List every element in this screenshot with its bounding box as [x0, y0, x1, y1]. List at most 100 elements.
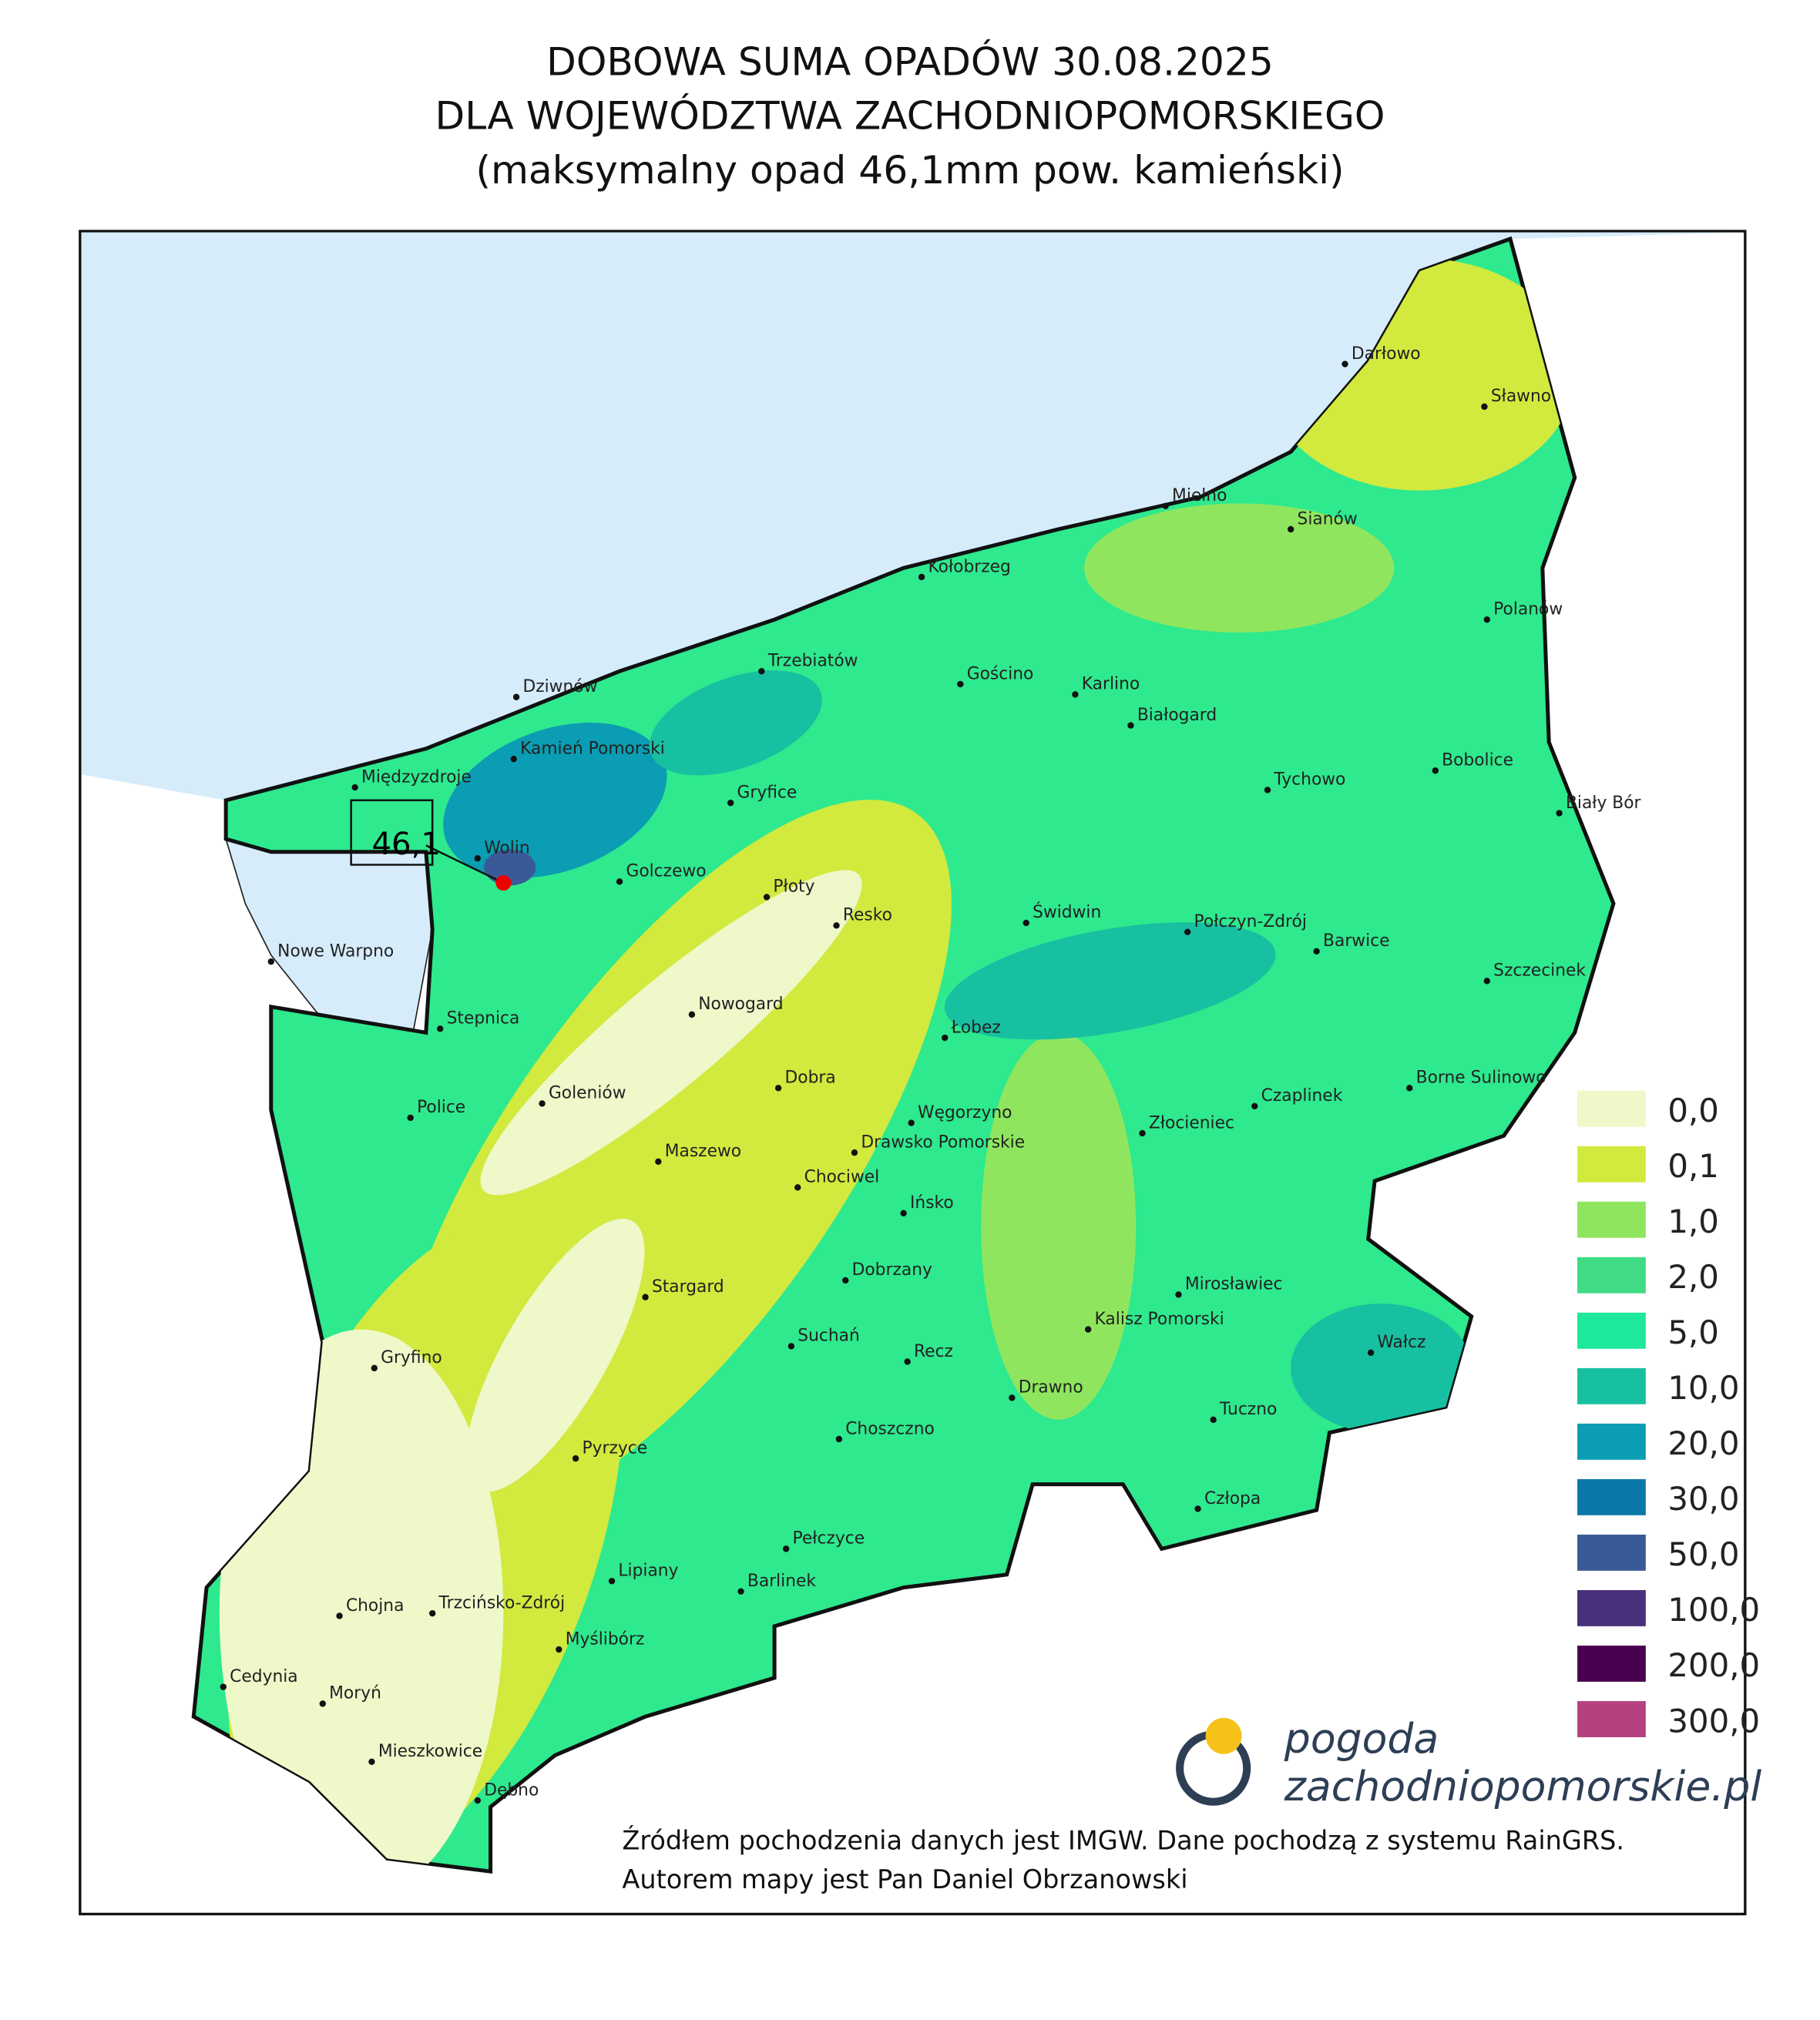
town-label: Białogard: [1137, 706, 1217, 725]
legend-label: 200,0: [1667, 1646, 1760, 1684]
town-dot: [1481, 403, 1488, 411]
town-dot: [512, 693, 520, 700]
town-label: Gryfino: [381, 1348, 442, 1367]
town-label: Ińsko: [910, 1193, 954, 1213]
town-label: Dobra: [785, 1069, 836, 1088]
town-label: Złocieniec: [1149, 1113, 1234, 1132]
town-label: Moryń: [329, 1684, 381, 1703]
legend-label: 5,0: [1667, 1314, 1719, 1351]
town-dot: [1367, 1349, 1375, 1356]
town-dot: [1127, 722, 1134, 729]
town-dot: [942, 1034, 949, 1042]
legend: 0,0 0,1 1,0 2,0 5,0 10,0 20,0 30,0 50,0 100,0 200,…: [1577, 1090, 1760, 1740]
legend-label: 300,0: [1667, 1702, 1760, 1740]
legend-swatch: [1577, 1312, 1646, 1349]
town-label: Międzyzdroje: [361, 767, 472, 787]
town-dot: [918, 573, 925, 581]
town-label: Człopa: [1204, 1489, 1261, 1508]
town-dot: [774, 1085, 782, 1092]
town-label: Trzcińsko-Zdrój: [438, 1593, 566, 1612]
town-dot: [1162, 502, 1169, 510]
town-dot: [474, 1797, 482, 1804]
town-dot: [727, 799, 734, 807]
max-label: 46,1: [371, 827, 440, 862]
town-dot: [794, 1184, 801, 1191]
town-dot: [220, 1683, 227, 1690]
town-label: Kamień Pomorski: [520, 739, 665, 758]
logo-sun: [1205, 1717, 1242, 1754]
town-dot: [474, 854, 482, 862]
town-label: Resko: [843, 906, 892, 925]
town-dot: [1072, 691, 1079, 698]
town-label: Mielno: [1172, 486, 1227, 505]
town-dot: [1556, 810, 1563, 817]
town-label: Suchań: [798, 1327, 860, 1346]
zone: [944, 922, 1276, 1040]
town-label: Drawno: [1019, 1378, 1083, 1398]
zone: [1084, 503, 1395, 633]
zone: [480, 870, 862, 1196]
town-label: Karlino: [1082, 675, 1140, 694]
town-dot: [1483, 616, 1490, 623]
legend-label: 20,0: [1667, 1424, 1739, 1462]
legend-label: 30,0: [1667, 1480, 1739, 1518]
town-label: Gościno: [967, 664, 1034, 683]
town-label: Wolin: [484, 838, 529, 857]
town-dot: [539, 1100, 546, 1107]
town-dot: [1313, 948, 1320, 955]
logo-text: pogoda: [1284, 1714, 1439, 1763]
towns: Darłowo Sławno Mielno Sianów Kołobrzeg Polanó…: [220, 344, 1641, 1804]
town-label: Dobrzany: [852, 1260, 932, 1280]
town-label: Cedynia: [230, 1667, 297, 1686]
legend-swatch: [1577, 1534, 1646, 1571]
town-label: Stepnica: [447, 1009, 520, 1028]
zone: [443, 723, 667, 878]
town-dot: [1194, 1505, 1201, 1512]
town-label: Chojna: [346, 1596, 404, 1616]
town-dot: [1341, 361, 1348, 367]
logo: pogoda zachodniopomorskie.pl: [1176, 1714, 1761, 1810]
town-dot: [1184, 928, 1191, 935]
town-dot: [351, 784, 358, 791]
town-label: Police: [417, 1098, 465, 1117]
town-dot: [655, 1158, 662, 1166]
town-dot: [371, 1364, 378, 1372]
town-dot: [833, 922, 840, 929]
town-dot: [1287, 525, 1294, 533]
town-dot: [737, 1588, 744, 1595]
town-label: Trzebiatów: [767, 652, 858, 671]
town-dot: [556, 1646, 562, 1653]
town-dot: [1432, 767, 1439, 774]
town-label: Kalisz Pomorski: [1095, 1310, 1224, 1329]
town-dot: [407, 1114, 414, 1122]
legend-label: 10,0: [1667, 1369, 1739, 1407]
legend-label: 0,1: [1667, 1147, 1719, 1185]
legend-swatch: [1577, 1257, 1646, 1294]
legend-swatch: [1577, 1478, 1646, 1515]
town-dot: [900, 1210, 907, 1217]
town-label: Gryfice: [737, 783, 798, 802]
town-label: Dziwnów: [522, 677, 597, 696]
town-label: Stargard: [652, 1277, 724, 1297]
max-point: [495, 874, 512, 891]
town-label: Maszewo: [665, 1142, 741, 1161]
title-line: DLA WOJEWÓDZTWA ZACHODNIOPOMORSKIEGO: [435, 93, 1385, 139]
legend-swatch: [1577, 1146, 1646, 1183]
town-label: Recz: [914, 1342, 953, 1361]
town-label: Biały Bór: [1566, 794, 1641, 813]
town-label: Łobez: [951, 1018, 1001, 1037]
town-dot: [763, 894, 771, 901]
map-layers: 46,1: [81, 232, 1744, 1874]
source-text: Źródłem pochodzenia danych jest IMGW. Da…: [622, 1825, 1624, 1856]
town-dot: [787, 1343, 795, 1350]
town-label: Chociwel: [804, 1168, 880, 1187]
zone: [981, 1032, 1137, 1420]
town-dot: [437, 1025, 444, 1032]
town-label: Świdwin: [1033, 902, 1101, 922]
town-label: Płoty: [773, 877, 814, 897]
zone: [649, 670, 822, 776]
town-dot: [616, 878, 623, 885]
town-label: Darłowo: [1352, 344, 1421, 364]
town-dot: [1022, 919, 1029, 927]
